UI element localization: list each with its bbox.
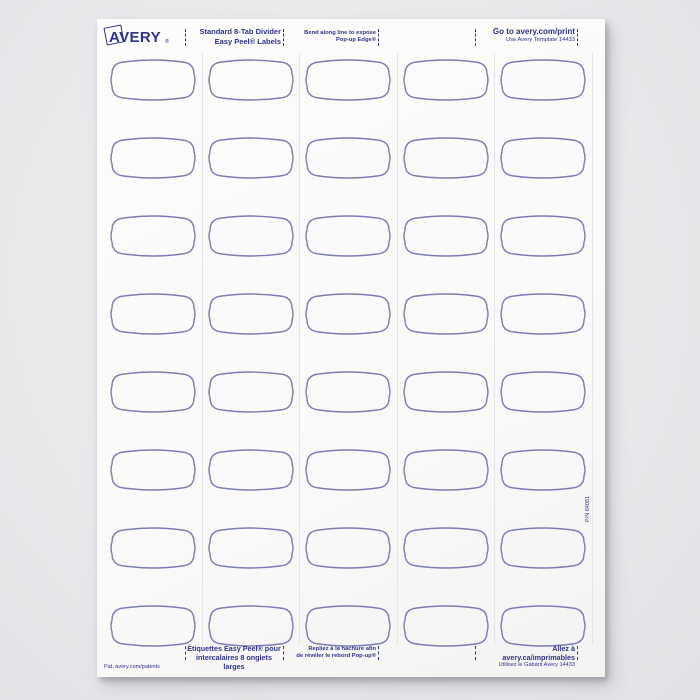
divider-tab-label [402,292,489,336]
divider-tab-label [305,292,391,336]
divider-tab-label [305,58,391,102]
bend-instruction-line2: Pop-up Edge® [335,37,376,44]
avery-logo-text: AVERY [109,29,162,46]
french-product-title-line2: intercalaires 8 onglets larges [196,653,272,671]
divider-tab-label [500,526,586,570]
divider-tab-label [110,604,196,648]
avery-logo: AVERY ® [103,24,187,51]
divider-tab-label [500,448,586,492]
divider-tab-label [207,370,294,414]
perforation-line [396,53,398,645]
label-sheet: AVERY ® Standard 8-Tab Divider Easy Peel… [97,19,605,677]
divider-tab-label [207,214,294,258]
divider-tab-label [207,448,294,492]
product-title-line2: Easy Peel® Labels [214,36,281,46]
divider-tab-label [110,58,196,102]
divider-tab-label [110,214,196,258]
bend-instruction-line1: Bend along line to expose [304,30,376,36]
divider-tab-label [207,136,294,180]
divider-tab-label [305,448,391,492]
separator-dash-icon [283,29,284,46]
patent-note: Pat. avery.com/patents [104,664,160,670]
divider-tab-label [207,292,294,336]
divider-tab-label [110,370,196,414]
perforation-line [299,53,301,645]
separator-dash-icon [475,29,476,46]
divider-tab-label [402,58,489,102]
separator-dash-icon [378,646,379,660]
bend-instruction: Bend along line to expose Pop-up Edge® [293,30,376,44]
divider-tab-label [402,448,489,492]
divider-tab-label [500,604,586,648]
french-print-url: Allez à avery.ca/imprimables [502,644,575,662]
divider-tab-label [402,526,489,570]
perforation-line [201,53,203,645]
french-product-title: Étiquettes Easy Peel® pour intercalaires… [187,644,281,671]
divider-tab-label [305,370,391,414]
divider-tab-label [110,448,196,492]
french-template-number: Utilisez le Gabarit Avery 14433 [498,662,575,668]
french-bend-instruction: Repliez à la hachure afin de révéler le … [291,646,376,660]
perforation-line [591,53,593,645]
french-product-title-line1: Étiquettes Easy Peel® pour [187,644,281,653]
divider-tab-label [110,526,196,570]
divider-tab-label [110,136,196,180]
divider-tab-label [402,370,489,414]
french-print-url-block: Allez à avery.ca/imprimables Utilisez le… [479,644,575,669]
product-title-line1: Standard 8-Tab Divider [199,27,281,36]
divider-tab-label [207,526,294,570]
french-bend-instruction-line2: de révéler le rebord Pop-up® [296,653,376,660]
product-title: Standard 8-Tab Divider Easy Peel® Labels [189,27,281,46]
registered-mark: ® [165,39,170,45]
divider-tab-label [305,214,391,258]
divider-tab-label [402,214,489,258]
divider-tab-label [500,58,586,102]
separator-dash-icon [185,646,186,660]
separator-dash-icon [283,646,284,660]
divider-tab-label [402,604,489,648]
separator-dash-icon [378,29,379,46]
divider-tab-label [500,136,586,180]
separator-dash-icon [577,29,578,46]
separator-dash-icon [475,646,476,660]
divider-tab-label [500,292,586,336]
divider-tab-label [500,370,586,414]
divider-tab-label [402,136,489,180]
divider-tab-label [207,58,294,102]
divider-tab-label [110,292,196,336]
perforation-line [494,53,496,645]
separator-dash-icon [577,646,578,660]
template-number: Use Avery Template 14433 [505,37,575,43]
divider-tab-label [305,526,391,570]
print-url: Go to avery.com/print [492,27,575,36]
print-url-block: Go to avery.com/print Use Avery Template… [483,27,575,44]
separator-dash-icon [185,29,186,46]
divider-tab-label [500,214,586,258]
divider-tab-label [305,136,391,180]
divider-tab-label [207,604,294,648]
divider-tab-label [305,604,391,648]
french-bend-instruction-line1: Repliez à la hachure afin [308,646,376,652]
